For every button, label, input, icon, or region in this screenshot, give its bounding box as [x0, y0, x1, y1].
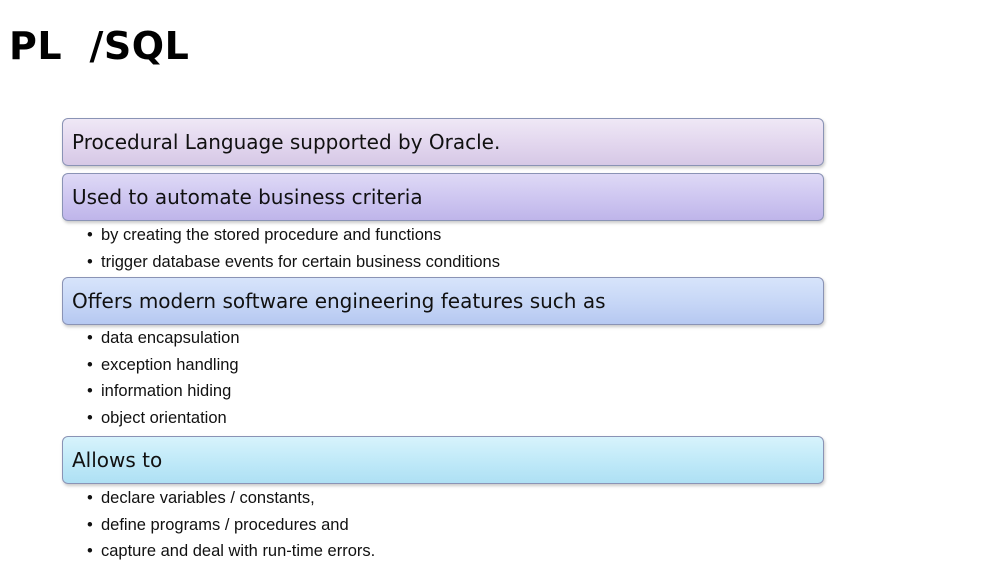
section-heading: Used to automate business criteria — [72, 185, 423, 209]
bullet-item: capture and deal with run-time errors. — [87, 538, 375, 565]
section-box-automate-business: Used to automate business criteria — [62, 173, 824, 221]
bullet-list-features: data encapsulation exception handling in… — [87, 325, 240, 431]
section-box-software-features: Offers modern software engineering featu… — [62, 277, 824, 325]
bullet-item: data encapsulation — [87, 325, 240, 352]
bullet-item: define programs / procedures and — [87, 512, 375, 539]
bullet-item: declare variables / constants, — [87, 485, 375, 512]
bullet-item: information hiding — [87, 378, 240, 405]
slide-title: PL /SQL — [9, 24, 190, 68]
section-box-procedural-language: Procedural Language supported by Oracle. — [62, 118, 824, 166]
bullet-item: exception handling — [87, 352, 240, 379]
bullet-item: trigger database events for certain busi… — [87, 249, 500, 276]
bullet-item: object orientation — [87, 405, 240, 432]
bullet-item: by creating the stored procedure and fun… — [87, 222, 500, 249]
section-box-allows-to: Allows to — [62, 436, 824, 484]
section-heading: Allows to — [72, 448, 163, 472]
bullet-list-allows: declare variables / constants, define pr… — [87, 485, 375, 565]
section-heading: Offers modern software engineering featu… — [72, 289, 606, 313]
section-heading: Procedural Language supported by Oracle. — [72, 130, 501, 154]
bullet-list-automate: by creating the stored procedure and fun… — [87, 222, 500, 275]
